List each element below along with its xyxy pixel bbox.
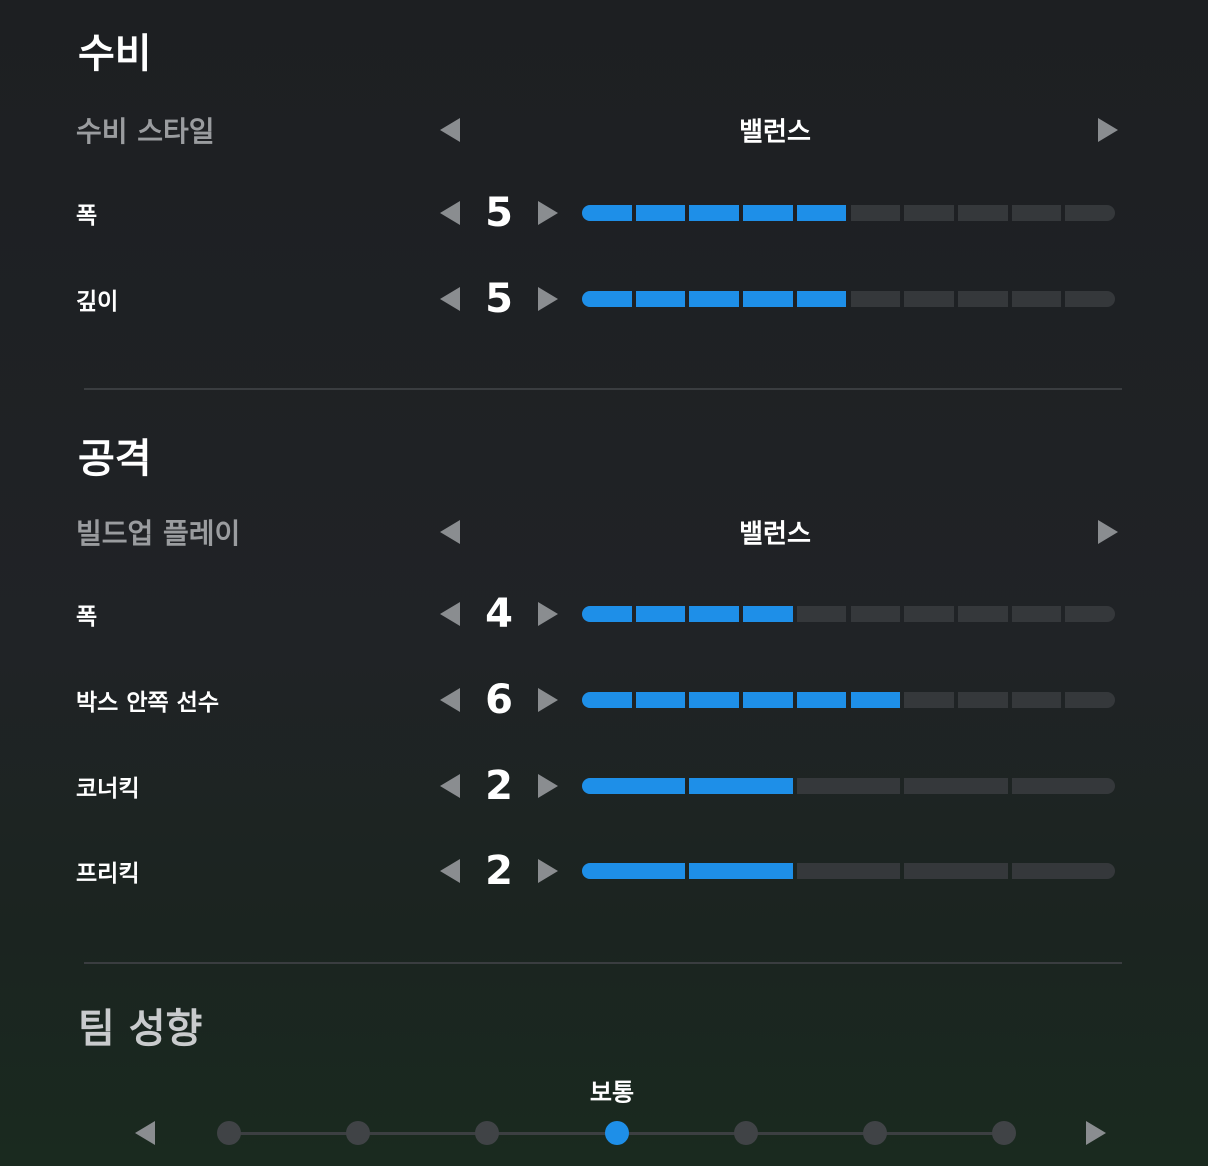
slider-label: 폭 <box>76 203 98 229</box>
next-arrow[interactable] <box>1098 118 1118 142</box>
divider <box>84 962 1122 964</box>
slider-segment <box>850 606 901 622</box>
increase-arrow[interactable] <box>538 688 558 712</box>
tendency-dot[interactable] <box>475 1121 500 1145</box>
option-value: 밸런스 <box>739 519 811 550</box>
slider-segment <box>850 291 901 307</box>
slider-label: 박스 안쪽 선수 <box>76 690 219 716</box>
tendency-dot[interactable] <box>862 1121 887 1145</box>
decrease-arrow[interactable] <box>440 688 460 712</box>
slider-fill-segment <box>635 692 686 708</box>
slider-fill-segment <box>689 863 793 879</box>
slider-segment <box>1065 291 1115 307</box>
slider-fill-segment <box>743 692 793 708</box>
slider-segment <box>850 205 901 221</box>
slider-fill-segment <box>850 692 901 708</box>
slider-segment <box>1065 606 1115 622</box>
section-title: 수비 <box>78 31 152 77</box>
slider-segment <box>1011 692 1062 708</box>
slider-label: 프리킥 <box>76 861 140 887</box>
slider-segment <box>1065 205 1115 221</box>
decrease-arrow[interactable] <box>440 859 460 883</box>
slider-segment <box>796 606 847 622</box>
decrease-arrow[interactable] <box>440 774 460 798</box>
slider-value: 2 <box>485 848 513 894</box>
section-title: 공격 <box>78 436 152 482</box>
slider-fill-segment <box>689 692 740 708</box>
slider-segment <box>1065 692 1115 708</box>
slider-segment <box>957 205 1008 221</box>
increase-arrow[interactable] <box>538 287 558 311</box>
decrease-arrow[interactable] <box>440 602 460 626</box>
slider-segment <box>904 863 1008 879</box>
slider-fill-segment <box>582 863 686 879</box>
option-label: 수비 스타일 <box>76 115 215 148</box>
slider-segment <box>957 291 1008 307</box>
decrease-arrow[interactable] <box>440 201 460 225</box>
slider-label: 폭 <box>76 604 98 630</box>
slider-segment <box>904 205 954 221</box>
slider-segment <box>957 606 1008 622</box>
slider-fill-segment <box>635 205 686 221</box>
slider-value: 4 <box>485 591 513 637</box>
slider-segment <box>796 778 901 794</box>
slider-segment <box>1011 205 1062 221</box>
slider-segment <box>1011 778 1115 794</box>
slider-segment <box>904 778 1008 794</box>
slider-fill-segment <box>796 692 847 708</box>
slider-segment <box>1011 291 1062 307</box>
decrease-arrow[interactable] <box>440 287 460 311</box>
slider-fill-segment <box>689 205 740 221</box>
tendency-selected-dot[interactable] <box>604 1121 629 1145</box>
slider-fill-segment <box>743 205 793 221</box>
slider-segment <box>904 692 954 708</box>
slider-fill-segment <box>796 205 847 221</box>
increase-arrow[interactable] <box>538 602 558 626</box>
slider-fill-segment <box>582 205 632 221</box>
slider-fill-segment <box>743 291 793 307</box>
slider-label: 깊이 <box>76 289 119 315</box>
slider-segment <box>1011 606 1062 622</box>
slider-segment <box>904 606 954 622</box>
slider-label: 코너킥 <box>76 776 140 802</box>
slider-value: 5 <box>485 276 513 322</box>
slider-fill-segment <box>582 778 686 794</box>
slider-fill-segment <box>689 606 740 622</box>
prev-arrow[interactable] <box>135 1121 155 1145</box>
next-arrow[interactable] <box>1098 520 1118 544</box>
slider-segment <box>957 692 1008 708</box>
slider-value: 2 <box>485 763 513 809</box>
option-label: 빌드업 플레이 <box>76 517 241 550</box>
option-value: 밸런스 <box>739 117 811 148</box>
tendency-label: 보통 <box>589 1078 635 1107</box>
slider-fill-segment <box>635 291 686 307</box>
slider-value: 5 <box>485 190 513 236</box>
prev-arrow[interactable] <box>440 520 460 544</box>
slider-fill-segment <box>689 291 740 307</box>
slider-fill-segment <box>582 606 632 622</box>
divider <box>84 388 1122 390</box>
slider-fill-segment <box>635 606 686 622</box>
increase-arrow[interactable] <box>538 859 558 883</box>
slider-fill-segment <box>689 778 793 794</box>
slider-segment <box>904 291 954 307</box>
slider-fill-segment <box>796 291 847 307</box>
slider-fill-segment <box>582 692 632 708</box>
tendency-dot[interactable] <box>346 1121 371 1145</box>
increase-arrow[interactable] <box>538 201 558 225</box>
tendency-dot[interactable] <box>217 1121 241 1145</box>
tendency-dot[interactable] <box>733 1121 758 1145</box>
increase-arrow[interactable] <box>538 774 558 798</box>
slider-segment <box>1011 863 1115 879</box>
slider-value: 6 <box>485 677 513 723</box>
tendency-dot[interactable] <box>992 1121 1016 1145</box>
next-arrow[interactable] <box>1086 1121 1106 1145</box>
section-title: 팀 성향 <box>78 1006 203 1052</box>
prev-arrow[interactable] <box>440 118 460 142</box>
slider-segment <box>796 863 901 879</box>
slider-fill-segment <box>582 291 632 307</box>
slider-fill-segment <box>743 606 793 622</box>
